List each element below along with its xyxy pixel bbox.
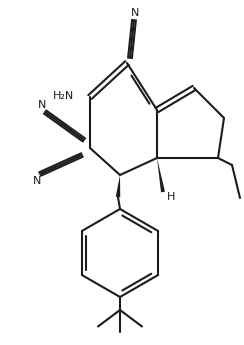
Text: H₂N: H₂N: [52, 91, 74, 101]
Polygon shape: [157, 158, 165, 193]
Text: H: H: [167, 192, 175, 202]
Polygon shape: [116, 175, 120, 197]
Text: N: N: [131, 8, 139, 18]
Text: N: N: [33, 176, 41, 186]
Text: N: N: [38, 100, 46, 110]
